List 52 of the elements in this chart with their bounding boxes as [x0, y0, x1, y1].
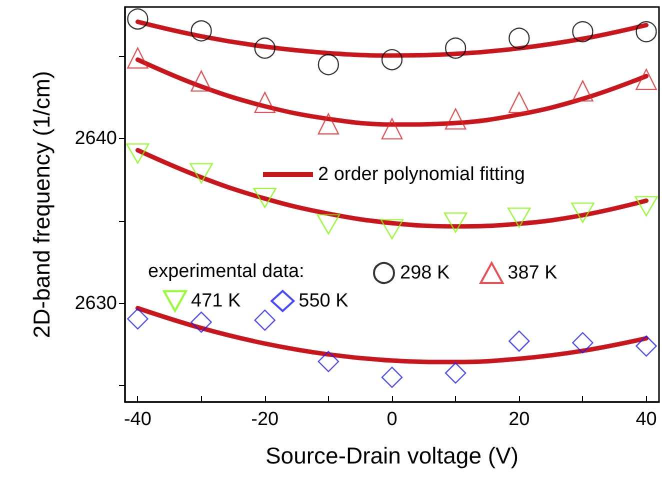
point [381, 49, 403, 70]
point [318, 113, 340, 134]
x-tick-label: -40 [124, 409, 152, 430]
y-axis-title: 2D-band frequency (1/cm) [28, 70, 54, 338]
point [572, 80, 594, 102]
point [318, 350, 340, 372]
point [508, 330, 530, 352]
point [316, 214, 340, 234]
point [572, 21, 594, 42]
point [190, 312, 212, 333]
point [126, 143, 150, 164]
annotation: experimental data: [148, 261, 304, 282]
legend-label: 550 K [298, 290, 349, 312]
point [127, 308, 148, 330]
line-series [135, 20, 649, 58]
x-axis-title: Source-Drain voltage (V) [265, 442, 519, 468]
point [381, 118, 403, 140]
point [254, 92, 276, 114]
x-tick-label: 20 [508, 409, 530, 430]
point [444, 362, 466, 384]
point [381, 366, 403, 388]
point [318, 54, 340, 76]
point [254, 310, 276, 331]
y-tick-label: 2630 [74, 292, 117, 314]
point [190, 20, 212, 42]
point [636, 68, 657, 90]
y-tick-label: 2640 [74, 128, 117, 150]
legend-label: 2 order polynomial fitting [318, 164, 525, 185]
legend-label: 298 K [400, 262, 450, 284]
point [190, 163, 213, 184]
point [508, 208, 531, 228]
x-tick-label: -20 [251, 409, 279, 430]
point [380, 219, 404, 240]
point [508, 92, 530, 114]
x-tick-label: 40 [636, 409, 657, 430]
point [444, 108, 466, 130]
point [190, 70, 212, 92]
point [127, 47, 148, 69]
legend-label: 387 K [508, 262, 558, 284]
point [444, 38, 466, 59]
point [571, 202, 594, 223]
point [253, 188, 276, 208]
point [508, 28, 530, 49]
point [572, 332, 594, 354]
x-tick-label: 0 [386, 409, 398, 430]
point [634, 196, 658, 216]
point [636, 21, 657, 42]
point [636, 335, 657, 357]
point [127, 8, 148, 30]
point [254, 38, 276, 59]
legend-label: 471 K [191, 290, 241, 312]
point [444, 212, 468, 233]
